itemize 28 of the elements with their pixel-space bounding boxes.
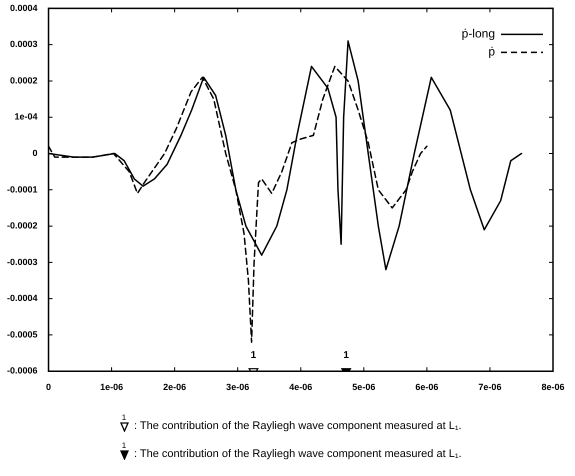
text: 1 bbox=[122, 441, 126, 450]
y-tick-label: -0.0001 bbox=[6, 184, 38, 194]
x-tick-label: 0 bbox=[46, 382, 52, 392]
annotation: 1 bbox=[343, 350, 350, 362]
y-tick-label: 1e-04 bbox=[14, 112, 38, 122]
x-tick-label: 7e-06 bbox=[478, 382, 502, 392]
text: 1 bbox=[122, 413, 126, 422]
x-tick-label: 6e-06 bbox=[415, 382, 438, 392]
text: : The contribution of the Rayliegh wave component measured at L₁. bbox=[134, 448, 462, 460]
x-tick-label: 8e-06 bbox=[541, 382, 565, 392]
annotation: 1 bbox=[250, 350, 257, 362]
y-tick-label: -0.0003 bbox=[6, 256, 38, 267]
y-tick-label: -0.0006 bbox=[6, 366, 38, 376]
x-tick-label: 1e-06 bbox=[100, 382, 124, 392]
x-tick-label: 2e-06 bbox=[163, 382, 186, 392]
x-tick-label: 5e-06 bbox=[352, 382, 376, 392]
y-tick-label: -0.0005 bbox=[6, 329, 38, 340]
legend-label: ṗ-long bbox=[462, 26, 495, 41]
y-tick-label: 0 bbox=[32, 148, 38, 158]
x-tick-label: 3e-06 bbox=[226, 382, 250, 392]
y-tick-label: 0.0004 bbox=[10, 2, 38, 13]
y-tick-label: 0.0002 bbox=[10, 75, 38, 86]
legend-label: ṗ bbox=[488, 44, 496, 59]
text: : The contribution of the Rayliegh wave component measured at L₁. bbox=[134, 420, 462, 432]
y-tick-label: -0.0002 bbox=[6, 220, 38, 231]
y-tick-label: 0.0003 bbox=[10, 39, 38, 50]
y-tick-label: -0.0004 bbox=[6, 293, 38, 304]
x-tick-label: 4e-06 bbox=[289, 382, 312, 392]
